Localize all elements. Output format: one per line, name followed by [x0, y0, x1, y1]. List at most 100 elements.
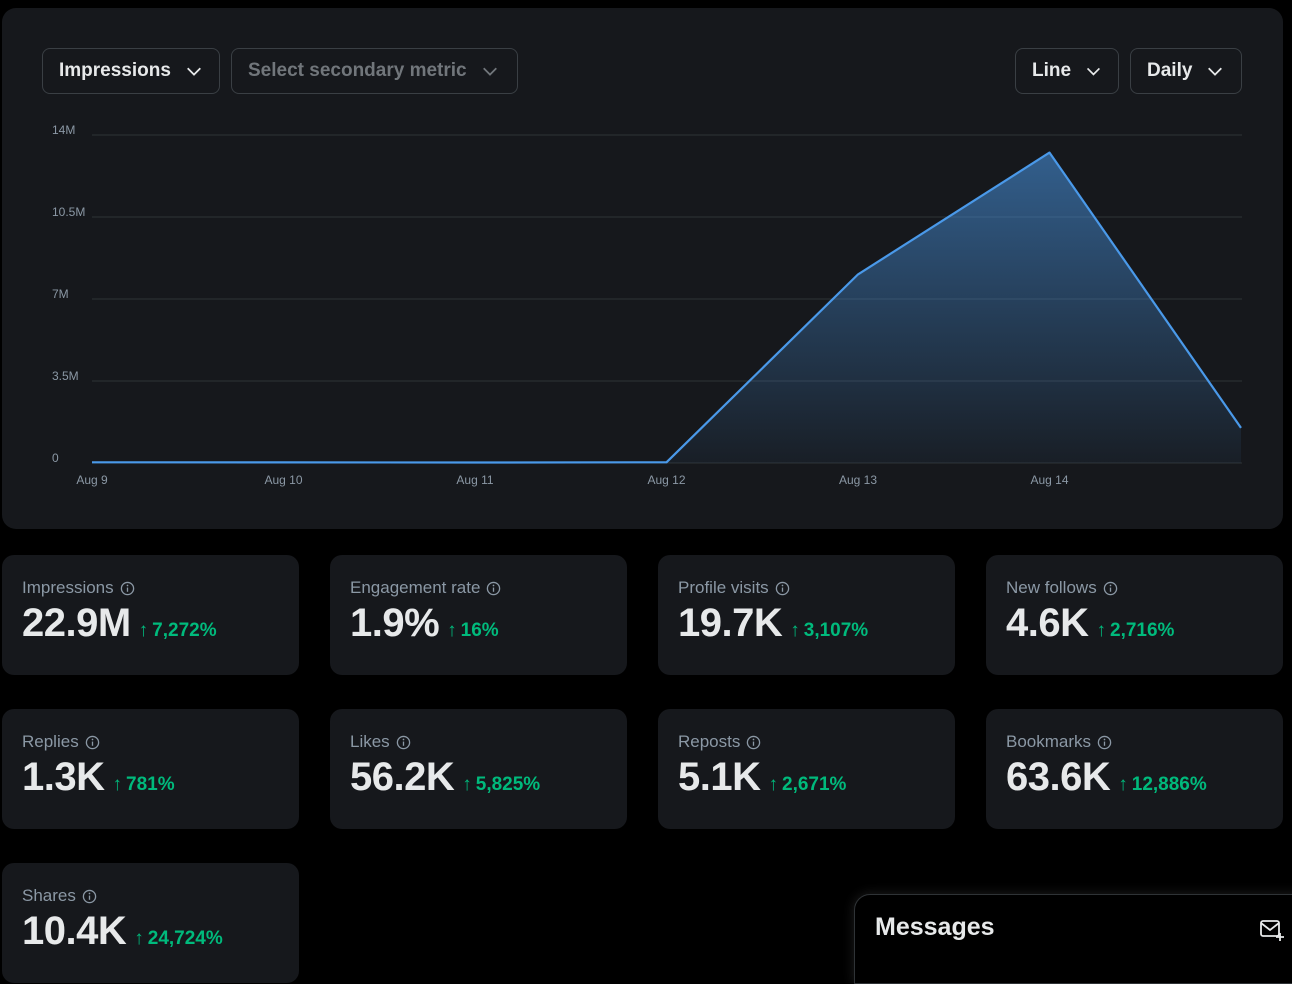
messages-drawer[interactable]: Messages [854, 894, 1292, 984]
metric-change-value: 5,825% [475, 774, 541, 795]
metric-value: 56.2K [350, 755, 455, 799]
metric-card[interactable]: Replies 1.3K ↑ 781% [2, 709, 299, 829]
info-icon[interactable] [396, 735, 411, 750]
metric-value-row: 22.9M ↑ 7,272% [22, 601, 279, 646]
metric-value: 5.1K [678, 755, 761, 799]
metric-change-value: 16% [460, 620, 499, 641]
arrow-up-icon: ↑ [134, 928, 144, 949]
metric-value-row: 19.7K ↑ 3,107% [678, 601, 935, 646]
metric-change: ↑ 16% [447, 620, 499, 642]
arrow-up-icon: ↑ [138, 620, 149, 641]
metric-card[interactable]: Engagement rate 1.9% ↑ 16% [330, 555, 627, 675]
metric-card[interactable]: Profile visits 19.7K ↑ 3,107% [658, 555, 955, 675]
secondary-metric-dropdown[interactable]: Select secondary metric [231, 48, 518, 94]
metric-title-row: Impressions [22, 577, 279, 599]
metric-title-row: Replies [22, 731, 279, 753]
metric-change: ↑ 781% [113, 774, 175, 796]
x-tick-label: Aug 9 [76, 473, 108, 487]
chart-type-dropdown[interactable]: Line [1015, 48, 1119, 94]
info-icon[interactable] [746, 735, 761, 750]
info-icon[interactable] [120, 581, 135, 596]
metric-change: ↑ 2,716% [1097, 620, 1175, 642]
metric-title-row: Shares [22, 885, 279, 907]
metric-title: Replies [22, 732, 79, 751]
metric-value-row: 5.1K ↑ 2,671% [678, 755, 935, 800]
metric-value: 1.3K [22, 755, 105, 799]
metric-change-value: 7,272% [152, 620, 217, 641]
y-tick-label: 14M [52, 123, 75, 137]
arrow-up-icon: ↑ [768, 774, 779, 795]
arrow-up-icon: ↑ [790, 620, 800, 641]
metric-value: 1.9% [350, 601, 440, 645]
metric-title-row: Reposts [678, 731, 935, 753]
info-icon[interactable] [1103, 581, 1118, 596]
metric-card[interactable]: Likes 56.2K ↑ 5,825% [330, 709, 627, 829]
y-tick-label: 0 [52, 451, 59, 465]
metric-card[interactable]: Bookmarks 63.6K ↑ 12,886% [986, 709, 1283, 829]
metric-change-value: 2,671% [782, 774, 847, 795]
metric-value-row: 63.6K ↑ 12,886% [1006, 755, 1263, 800]
arrow-up-icon: ↑ [1096, 620, 1107, 641]
metric-title: Engagement rate [350, 578, 481, 597]
interval-label: Daily [1147, 60, 1193, 81]
metric-value: 19.7K [678, 601, 783, 645]
info-icon[interactable] [85, 735, 100, 750]
x-tick-label: Aug 11 [456, 473, 493, 487]
metric-title-row: New follows [1006, 577, 1263, 599]
metric-title: Likes [350, 732, 390, 751]
metric-title-row: Profile visits [678, 577, 935, 599]
compose-message-icon[interactable] [1259, 917, 1285, 943]
y-tick-label: 10.5M [52, 205, 85, 219]
metric-title-row: Likes [350, 731, 607, 753]
metric-value: 10.4K [22, 909, 127, 953]
metric-change: ↑ 3,107% [790, 620, 868, 642]
x-tick-label: Aug 10 [264, 473, 302, 487]
chevron-down-icon [187, 67, 201, 76]
metric-card[interactable]: Shares 10.4K ↑ 24,724% [2, 863, 299, 983]
info-icon[interactable] [486, 581, 501, 596]
impressions-chart: 0 3.5M 7M 10.5M 14M Aug 9 Aug 10 Aug 11 Aug 12 Au… [52, 123, 1242, 487]
chart-type-label: Line [1032, 60, 1072, 81]
metric-card[interactable]: New follows 4.6K ↑ 2,716% [986, 555, 1283, 675]
metric-change: ↑ 24,724% [134, 928, 223, 950]
impressions-area [92, 152, 1241, 463]
metric-title: Profile visits [678, 578, 769, 597]
messages-title: Messages [875, 913, 995, 941]
arrow-up-icon: ↑ [1118, 774, 1128, 795]
primary-metric-dropdown[interactable]: Impressions [42, 48, 220, 94]
metric-value: 63.6K [1006, 755, 1111, 799]
metric-card[interactable]: Reposts 5.1K ↑ 2,671% [658, 709, 955, 829]
metric-value-row: 1.3K ↑ 781% [22, 755, 279, 800]
metric-change-value: 24,724% [147, 928, 223, 949]
chevron-down-icon [482, 67, 497, 76]
metric-value-row: 10.4K ↑ 24,724% [22, 909, 279, 954]
metric-title: Bookmarks [1006, 732, 1092, 751]
arrow-up-icon: ↑ [462, 774, 472, 795]
metric-change-value: 781% [126, 774, 175, 795]
x-tick-label: Aug 12 [647, 473, 685, 487]
interval-dropdown[interactable]: Daily [1130, 48, 1242, 94]
impressions-line [92, 151, 1242, 464]
metric-title: New follows [1006, 578, 1097, 597]
y-tick-label: 3.5M [52, 369, 79, 383]
metric-value-row: 1.9% ↑ 16% [350, 601, 607, 646]
chevron-down-icon [1208, 67, 1223, 76]
x-tick-label: Aug 13 [839, 473, 877, 487]
metric-title-row: Engagement rate [350, 577, 607, 599]
metric-title-row: Bookmarks [1006, 731, 1263, 753]
y-tick-label: 7M [52, 287, 69, 301]
metric-change-value: 3,107% [803, 620, 869, 641]
metric-value: 22.9M [22, 601, 131, 645]
x-tick-label: Aug 14 [1030, 473, 1068, 487]
info-icon[interactable] [1097, 735, 1112, 750]
metric-change: ↑ 7,272% [139, 620, 217, 642]
metric-change-value: 2,716% [1110, 620, 1175, 641]
metric-title: Shares [22, 886, 76, 905]
primary-metric-label: Impressions [59, 60, 171, 81]
info-icon[interactable] [82, 889, 97, 904]
metric-card[interactable]: Impressions 22.9M ↑ 7,272% [2, 555, 299, 675]
info-icon[interactable] [775, 581, 790, 596]
metric-value-row: 4.6K ↑ 2,716% [1006, 601, 1263, 646]
metric-title: Impressions [22, 578, 114, 597]
metric-change: ↑ 12,886% [1118, 774, 1207, 796]
